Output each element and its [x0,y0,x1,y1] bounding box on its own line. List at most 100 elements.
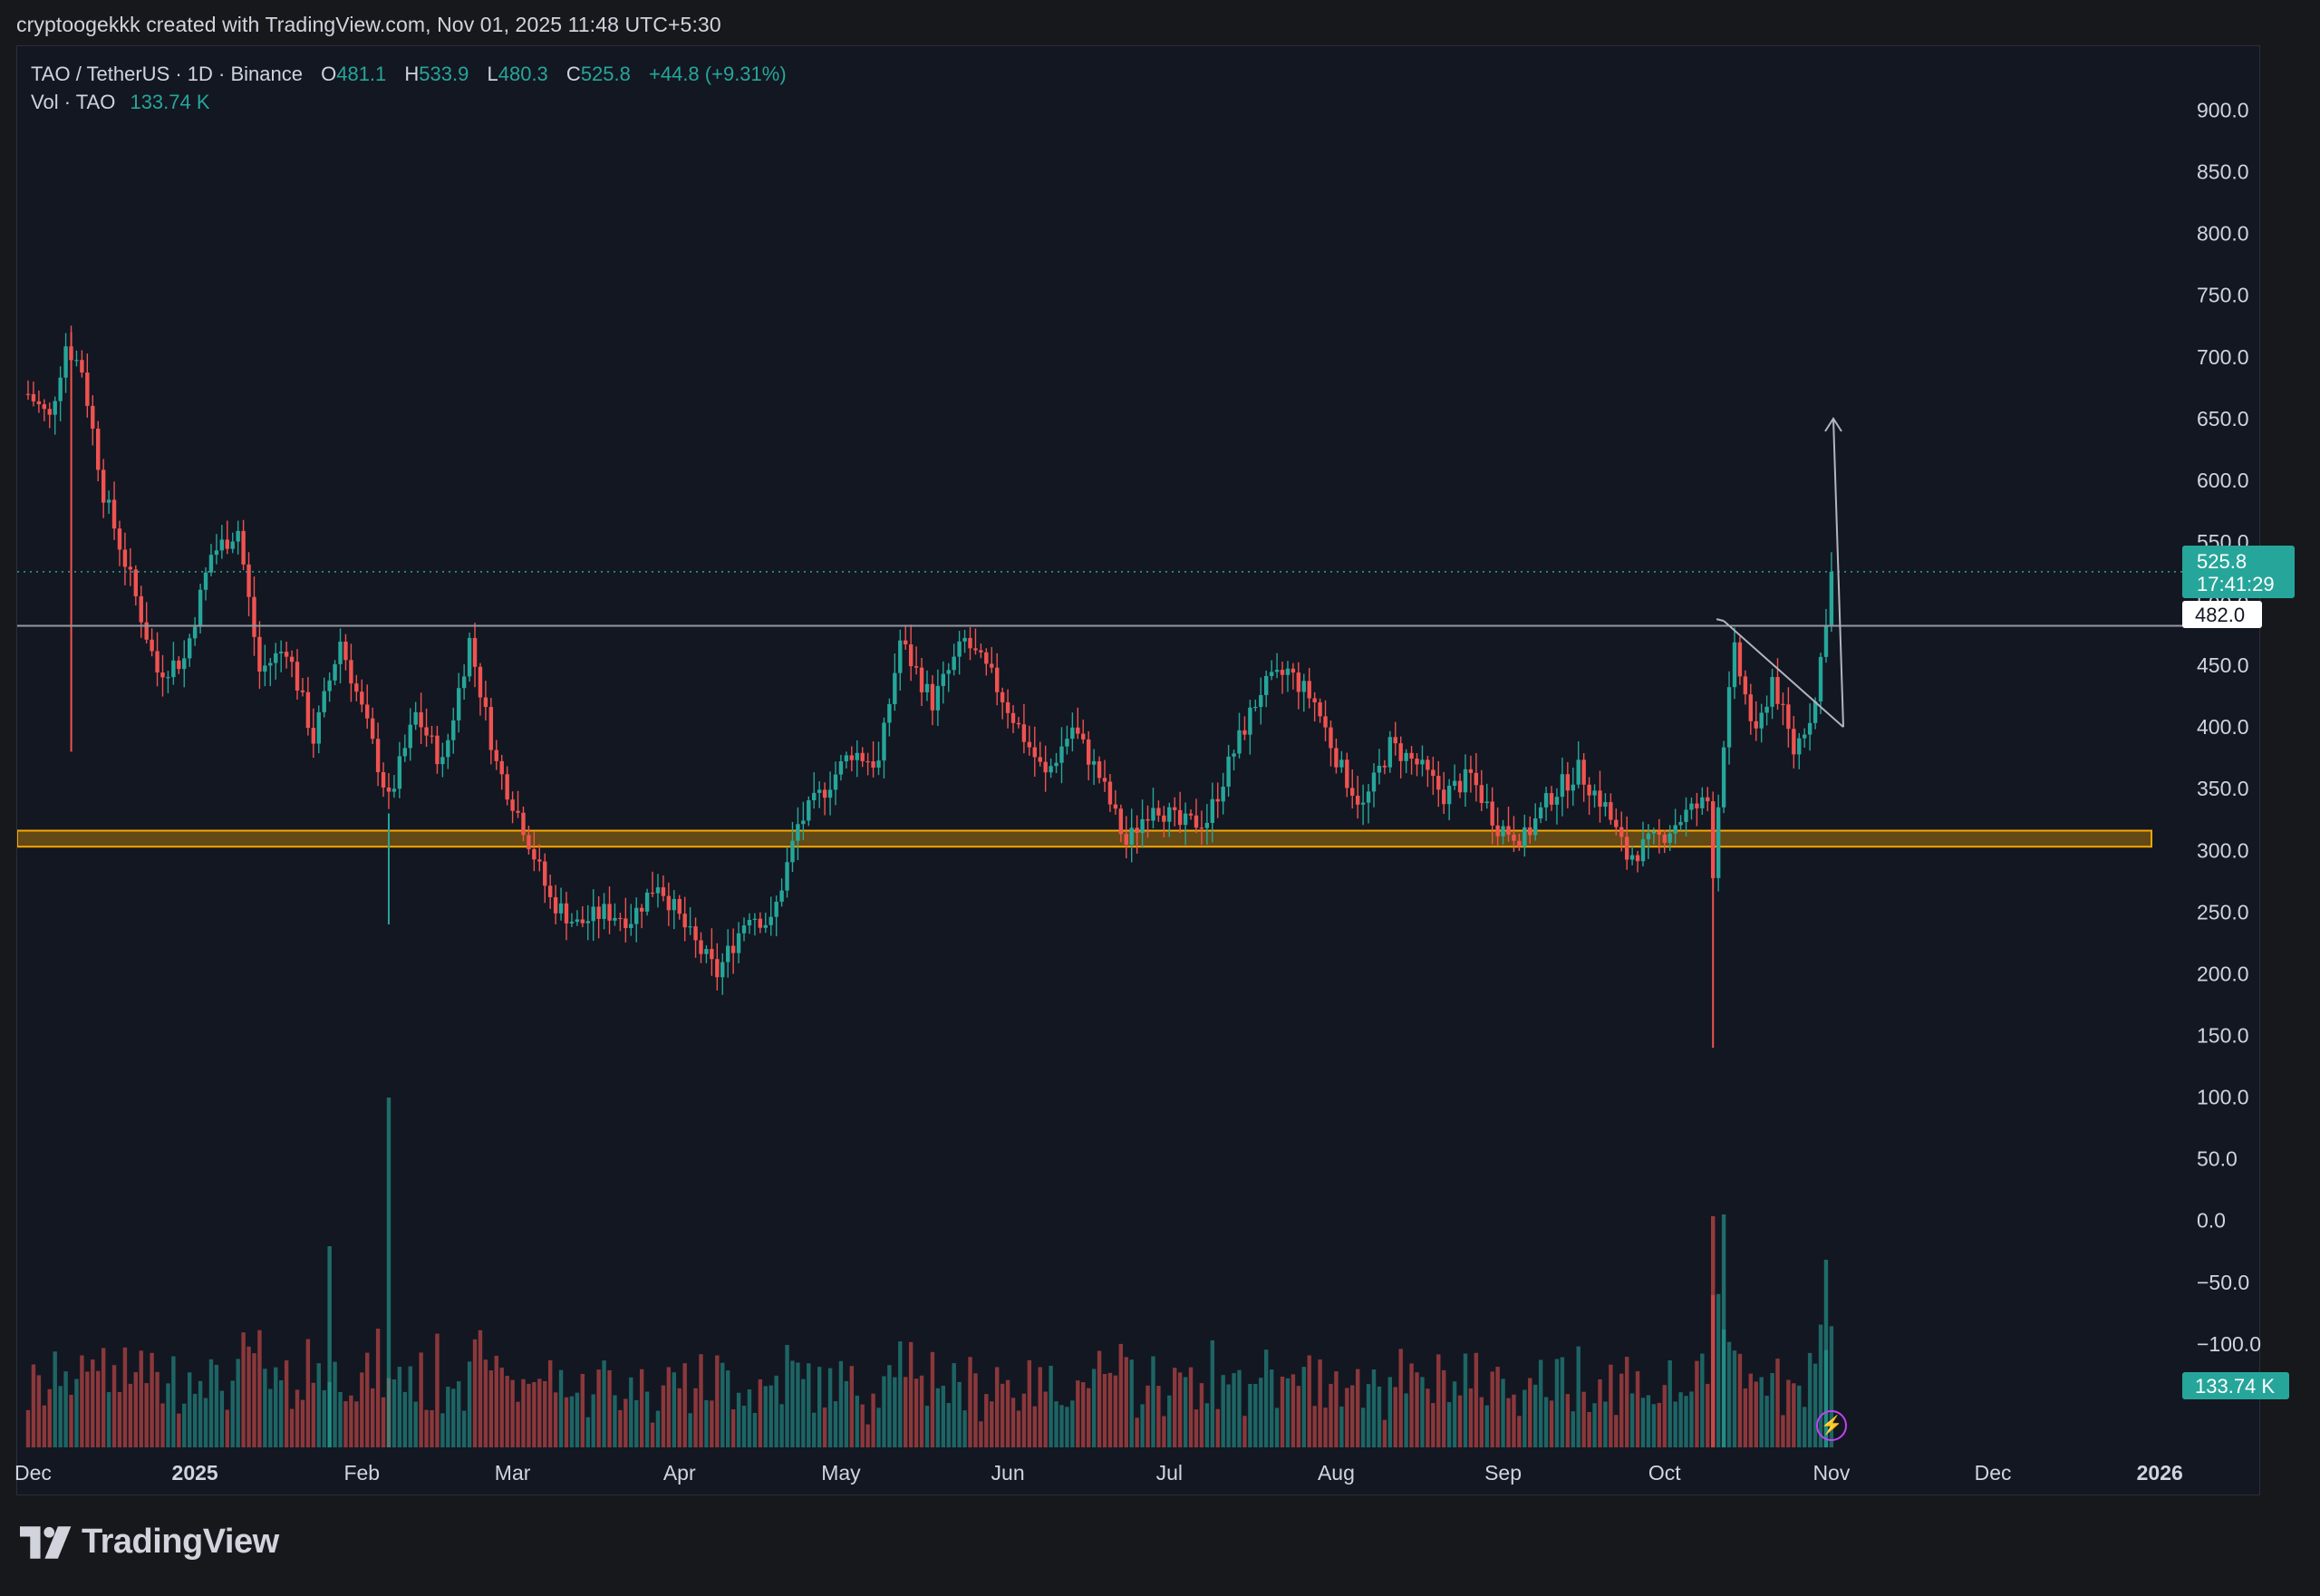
candle-body [941,673,945,686]
candle [1415,752,1419,777]
candle [1700,787,1705,816]
volume-bar [1706,1383,1710,1447]
volume-bar [354,1401,359,1447]
volume-bar [1571,1411,1575,1447]
candle [1792,715,1796,769]
candle [440,742,445,778]
volume-spike [1823,1260,1829,1447]
candle-body [516,810,520,813]
candle-body [1587,784,1591,796]
volume-bar [1700,1353,1705,1447]
candle [1054,752,1058,774]
candle [36,390,42,413]
volume-bar [1635,1370,1640,1447]
candle-body [91,405,95,429]
candle [1807,703,1812,751]
candle [1560,757,1565,817]
candle [1350,769,1355,809]
candle [919,657,924,707]
volume-bar [47,1388,52,1447]
candle-body [295,662,300,691]
candle-body [1700,797,1705,808]
triangle-upper-line [1723,620,1844,728]
candle [726,929,730,978]
volume-bar [219,1390,225,1447]
candle-body [1059,746,1064,763]
candle [1312,692,1317,722]
volume-bar [1812,1363,1818,1447]
candle-body [796,824,800,841]
candle-body [930,683,935,711]
volume-bar [1393,1387,1397,1447]
candle [1102,759,1107,792]
candle-body [1409,752,1414,759]
candle-body [758,918,763,928]
bolt-icon[interactable]: ⚡ [1816,1410,1847,1441]
candle [1662,829,1667,854]
candle-body [1538,807,1543,819]
candle [419,692,423,744]
candle-body [1398,743,1403,761]
volume-bar [446,1387,450,1447]
volume-bar [893,1377,897,1447]
volume-bar [547,1359,553,1447]
candle [1581,752,1586,802]
candle [747,913,752,934]
candle-body [1312,698,1317,702]
candle-body [1721,747,1726,808]
candle [1764,695,1769,726]
candle [1285,661,1290,692]
candle-body [569,922,575,924]
candle-body [457,688,461,721]
candle-body [182,658,187,670]
volume-bar [392,1379,397,1447]
candle [483,681,488,721]
time-axis-label: Oct [1648,1461,1681,1485]
price-axis-label: 900.0 [2197,99,2249,122]
candle-body [1221,787,1225,802]
volume-bar [688,1413,692,1447]
volume-bar [25,1409,31,1447]
legend-low-label: L [487,63,498,85]
candle [946,663,951,692]
candle [472,623,478,688]
candle [188,634,192,667]
volume-bar [139,1350,143,1447]
volume-bar [1194,1409,1199,1447]
volume-bar [715,1355,720,1447]
volume-bar [1442,1369,1446,1447]
candle-body [47,409,52,415]
candle [1162,806,1166,838]
candle [952,643,956,676]
candle [1204,804,1210,846]
volume-bar [1329,1383,1333,1447]
candle-body [887,703,892,723]
legend-symbol[interactable]: TAO / TetherUS · 1D · Binance [31,63,303,85]
candle [1221,772,1225,815]
legend-volume-label[interactable]: Vol · TAO [31,91,116,113]
candle-body [1387,737,1393,768]
candle-body [1812,701,1818,723]
candle-body [968,637,972,649]
volume-bar [1775,1359,1780,1447]
candle [1016,716,1021,729]
candle [898,629,903,692]
candle-body [1118,808,1124,835]
candle-body [1490,801,1494,826]
price-axis-label: 450.0 [2197,653,2249,677]
volume-bar [661,1385,666,1447]
volume-bar [904,1377,908,1447]
legend-volume-value: 133.74 K [130,91,210,113]
candle [214,534,219,565]
last-price-value: 525.8 [2197,550,2247,573]
candle-body [1657,831,1662,835]
candle [537,844,542,872]
candle-body [1173,807,1177,810]
candle-body [666,895,672,911]
candle [1426,755,1430,788]
candle [1543,787,1549,821]
volume-bar [1770,1373,1774,1447]
candle-body [1242,730,1247,735]
volume-bar [1484,1405,1489,1447]
